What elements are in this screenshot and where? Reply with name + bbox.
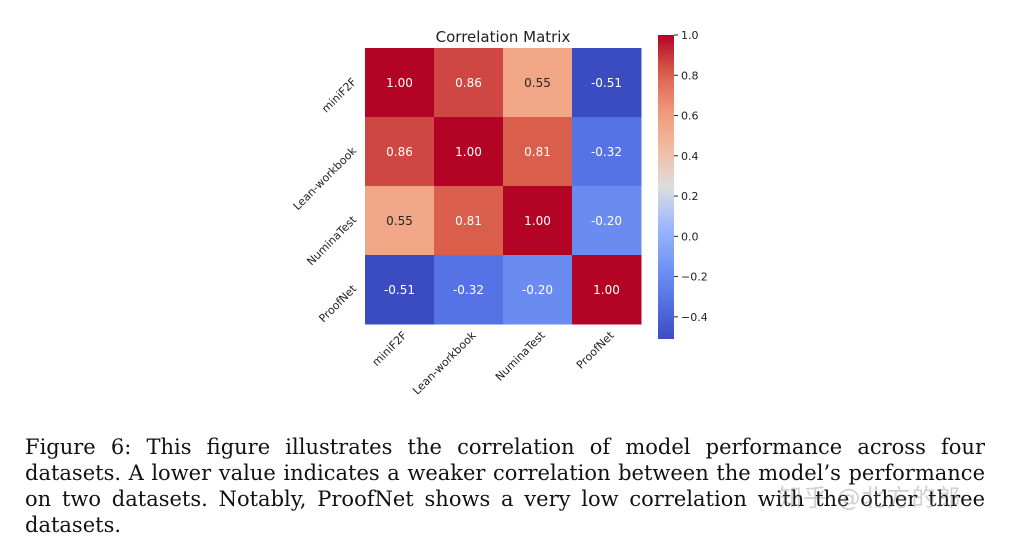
cell-value-label: -0.32 xyxy=(453,283,484,297)
heatmap-cell xyxy=(434,186,504,256)
row-tick-label: NuminaTest xyxy=(304,213,359,268)
heatmap-cell xyxy=(572,117,642,187)
cell-value-label: 1.00 xyxy=(524,214,551,228)
cell-value-label: 1.00 xyxy=(455,145,482,159)
heatmap-cell xyxy=(365,255,435,325)
cell-value-label: 0.55 xyxy=(524,76,551,90)
cell-value-label: -0.51 xyxy=(384,283,415,297)
column-tick-labels: miniF2F Lean-workbook NuminaTest ProofNet xyxy=(370,328,617,397)
cell-value-label: 0.86 xyxy=(386,145,413,159)
row-tick-label: ProofNet xyxy=(316,282,359,325)
cell-value-label: -0.51 xyxy=(591,76,622,90)
heatmap-cell-labels: 1.00 0.86 0.55 -0.51 0.86 1.00 0.81 -0.32 0.55 0.… xyxy=(384,76,622,297)
heatmap-cell xyxy=(572,186,642,256)
cell-value-label: -0.20 xyxy=(522,283,553,297)
colorbar-tick-label: 0.6 xyxy=(681,110,699,123)
column-tick-label: NuminaTest xyxy=(493,328,548,383)
heatmap-chart: Correlation Matrix 1.00 0.86 0.55 -0.51 0.86… xyxy=(291,28,708,397)
colorbar xyxy=(658,35,674,339)
colorbar-tick-label: 1.0 xyxy=(681,29,699,42)
heatmap-cell xyxy=(434,48,504,118)
column-tick-label: Lean-workbook xyxy=(410,328,479,397)
colorbar-tick-label: 0.4 xyxy=(681,150,699,163)
heatmap-cell xyxy=(503,117,573,187)
watermark: 知乎 @北方的郎 xyxy=(778,484,962,512)
cell-value-label: 0.81 xyxy=(524,145,551,159)
chart-title: Correlation Matrix xyxy=(436,28,571,46)
colorbar-ticks: 1.0 0.8 0.6 0.4 0.2 0.0 −0.2 −0.4 xyxy=(674,29,708,324)
heatmap-cell xyxy=(503,48,573,118)
colorbar-tick-label: 0.0 xyxy=(681,230,699,243)
heatmap-cell xyxy=(365,186,435,256)
colorbar-tick-label: 0.2 xyxy=(681,190,699,203)
row-tick-label: miniF2F xyxy=(319,75,359,115)
colorbar-tick-label: −0.2 xyxy=(681,271,708,284)
heatmap-cell xyxy=(572,48,642,118)
cell-value-label: -0.20 xyxy=(591,214,622,228)
correlation-heatmap-figure: Correlation Matrix 1.00 0.86 0.55 -0.51 0.86… xyxy=(291,28,708,397)
heatmap-cell xyxy=(365,48,435,118)
colorbar-tick-label: −0.4 xyxy=(681,311,708,324)
heatmap-cell xyxy=(503,186,573,256)
heatmap-cells xyxy=(365,48,642,325)
row-tick-label: Lean-workbook xyxy=(291,144,360,213)
cell-value-label: 1.00 xyxy=(386,76,413,90)
cell-value-label: 0.55 xyxy=(386,214,413,228)
colorbar-tick-label: 0.8 xyxy=(681,69,699,82)
column-tick-label: ProofNet xyxy=(574,328,617,371)
heatmap-cell xyxy=(503,255,573,325)
cell-value-label: 0.81 xyxy=(455,214,482,228)
heatmap-cell xyxy=(434,117,504,187)
cell-value-label: 1.00 xyxy=(593,283,620,297)
heatmap-cell xyxy=(434,255,504,325)
heatmap-cell xyxy=(365,117,435,187)
heatmap-cell xyxy=(572,255,642,325)
cell-value-label: -0.32 xyxy=(591,145,622,159)
figure-caption: Figure 6: This figure illustrates the co… xyxy=(25,435,985,537)
column-tick-label: miniF2F xyxy=(370,329,410,369)
cell-value-label: 0.86 xyxy=(455,76,482,90)
